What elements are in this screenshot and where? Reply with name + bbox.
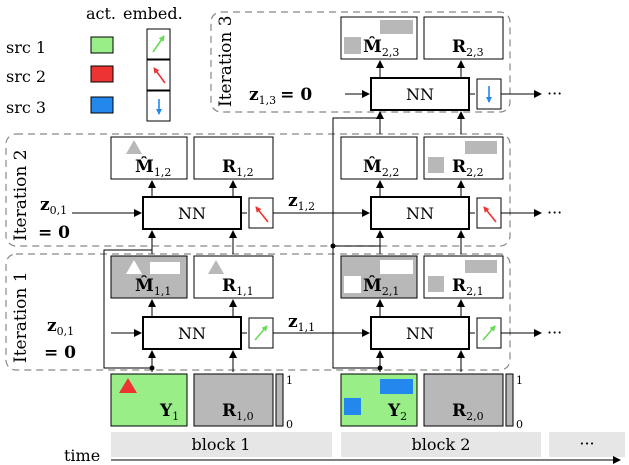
nn-1-1-label: NN <box>178 324 206 343</box>
src3-activity-block-a <box>380 379 413 394</box>
iteration-1-label: Iteration 1 <box>11 271 31 363</box>
legend: act. embed. src 1 src 2 src 3 <box>6 4 183 122</box>
eq0-iter2-label: = 0 <box>38 223 70 243</box>
scale-top-2: 1 <box>516 374 523 387</box>
output-M12-label: M̂1,2 <box>135 157 171 179</box>
input-R20-label: R2,0 <box>452 401 484 423</box>
nn-1-2-label: NN <box>178 204 206 223</box>
iteration-1-frame <box>5 253 511 371</box>
scale-bottom-1: 0 <box>286 418 293 431</box>
src3-activity-block-b <box>344 398 361 415</box>
z12-label: z1,2 <box>288 191 315 213</box>
nn-1-1 <box>142 316 242 350</box>
output-M12-box <box>110 136 188 180</box>
input-R10-label: R1,0 <box>222 401 254 423</box>
output-M22-box <box>340 136 418 180</box>
scale-bar-2 <box>505 373 514 427</box>
input-Y1-label: Y1 <box>159 401 179 423</box>
embed-1-2-arrow-icon <box>255 206 269 223</box>
timeline-block-1-label: block 1 <box>192 435 251 454</box>
input-Y1-box <box>110 373 188 427</box>
legend-header-act: act. <box>86 4 116 23</box>
z01-iter1-label: z0,1 <box>47 316 74 338</box>
legend-src1-arrow-icon <box>152 35 165 53</box>
output-M23-label: M̂2,3 <box>363 37 399 59</box>
iteration-3-label: Iteration 3 <box>216 15 236 107</box>
output-R23-box <box>423 16 504 60</box>
ellipsis-iter1: ··· <box>547 323 562 342</box>
legend-src1-label: src 1 <box>6 38 46 57</box>
legend-src2-arrow-icon <box>153 67 166 84</box>
output-R12-box <box>193 136 274 180</box>
output-R23-label: R2,3 <box>452 37 484 59</box>
output-M11-label: M̂1,1 <box>135 276 171 298</box>
timeline-block-more <box>549 432 625 457</box>
scale-top-1: 1 <box>286 374 293 387</box>
legend-src2-label: src 2 <box>6 67 46 86</box>
scale-bar-1 <box>275 373 284 427</box>
input-R20-box <box>423 373 504 427</box>
timeline-block-more-label: ··· <box>579 434 594 453</box>
output-R21-label: R2,1 <box>452 276 484 298</box>
ellipsis-iter2: ··· <box>547 203 562 222</box>
scale-bottom-2: 0 <box>516 418 523 431</box>
z01-iter2-label: z0,1 <box>40 195 67 217</box>
nn-2-3 <box>370 77 470 111</box>
legend-src3-label: src 3 <box>6 98 46 117</box>
timeline-label: time <box>64 446 100 465</box>
src2-activity-triangle <box>119 378 137 393</box>
timeline-block-2 <box>341 432 541 457</box>
output-M21-label: M̂2,1 <box>363 276 399 298</box>
legend-src1-swatch <box>90 36 114 54</box>
output-R11-label: R1,1 <box>222 276 254 298</box>
embed-2-2-arrow-icon <box>483 206 497 223</box>
legend-src3-swatch <box>90 96 114 114</box>
nn-2-2-label: NN <box>406 204 434 223</box>
legend-header-embed: embed. <box>123 4 183 23</box>
z11-label: z1,1 <box>288 312 315 334</box>
output-R11-box <box>193 255 274 299</box>
output-R22-label: R2,2 <box>452 157 484 179</box>
embed-1-2-box <box>248 197 274 229</box>
timeline-block-2-label: block 2 <box>412 435 471 454</box>
input-Y2-label: Y2 <box>387 401 407 423</box>
z13-label: z1,3 = 0 <box>249 85 312 107</box>
input-R10-box <box>193 373 274 427</box>
embed-1-1-arrow-icon <box>254 325 268 341</box>
output-M22-label: M̂2,2 <box>363 157 399 179</box>
iteration-2-label: Iteration 2 <box>11 149 31 241</box>
legend-src2-swatch <box>90 65 114 83</box>
nn-2-3-label: NN <box>406 85 434 104</box>
output-R12-label: R1,2 <box>222 157 254 179</box>
timeline-block-1 <box>111 432 332 457</box>
ellipsis-iter3: ··· <box>547 84 562 103</box>
nn-2-1-label: NN <box>406 324 434 343</box>
iteration-2-frame <box>5 133 511 247</box>
embed-2-1-arrow-icon <box>482 325 496 341</box>
eq0-iter1-label: = 0 <box>44 343 76 363</box>
iteration-3-frame <box>210 11 511 113</box>
